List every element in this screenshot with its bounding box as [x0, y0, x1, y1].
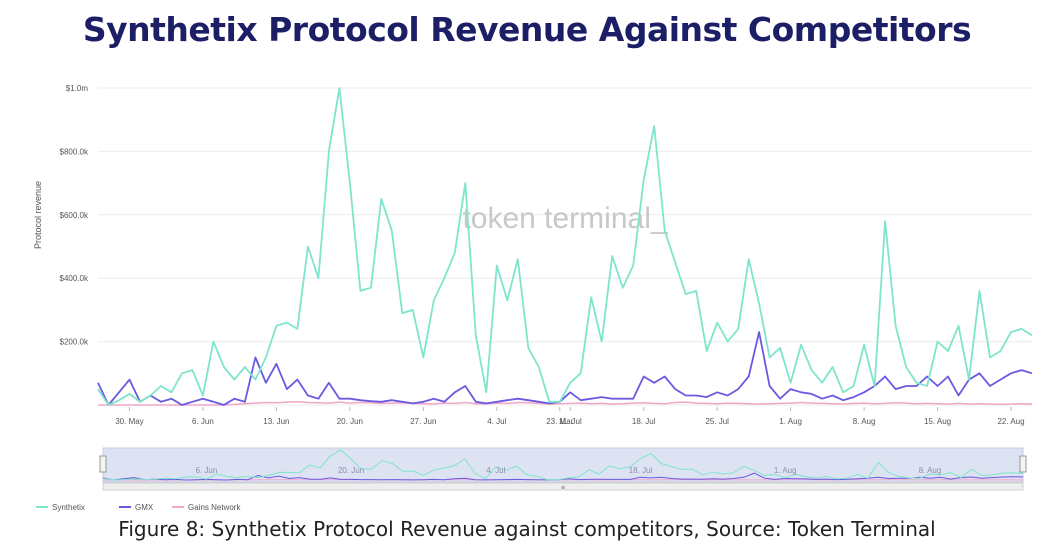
watermark: token terminal_ — [462, 202, 668, 235]
x-tick-label: 15. Aug — [924, 417, 951, 426]
x-tick-label: 13. Jun — [263, 417, 289, 426]
figure-caption: Figure 8: Synthetix Protocol Revenue aga… — [118, 517, 936, 541]
y-tick-label: $400.0k — [60, 274, 89, 283]
navigator-tick-label: 1. Aug — [774, 466, 797, 475]
range-navigator[interactable]: 6. Jun 20. Jun 4. Jul 18. Jul 1. Aug 8. Aug ≡ — [99, 447, 1027, 492]
chart-area: Protocol revenue $200.0k $400.0k $600.0k $8… — [0, 60, 1054, 520]
navigator-left-handle[interactable] — [99, 455, 107, 473]
y-tick-label: $800.0k — [60, 147, 89, 156]
navigator-right-handle[interactable] — [1019, 455, 1027, 473]
y-tick-label: $1.0m — [66, 84, 89, 93]
x-tick-label: 27. Jun — [410, 417, 436, 426]
x-tick-label: 8. Aug — [853, 417, 876, 426]
x-tick-label: 22. Aug — [997, 417, 1024, 426]
x-tick-label: 23. Mar — [546, 417, 573, 426]
x-tick-label: 11. Jul — [559, 417, 582, 426]
chart-legend: Synthetix GMX Gains Network — [36, 503, 241, 512]
legend-label: GMX — [135, 503, 154, 512]
series-line-gmx — [97, 331, 1033, 406]
y-tick-label: $200.0k — [60, 338, 89, 347]
navigator-ticks: 6. Jun 20. Jun 4. Jul 18. Jul 1. Aug 8. Aug — [195, 466, 941, 475]
chart-title: Synthetix Protocol Revenue Against Compe… — [82, 10, 972, 49]
x-tick-label: 18. Jul — [632, 417, 656, 426]
navigator-tick-label: 8. Aug — [919, 466, 942, 475]
x-tick-label: 30. May — [115, 417, 143, 426]
navigator-scroll-grip[interactable]: ≡ — [561, 485, 565, 492]
series-lines — [97, 87, 1033, 406]
series-line-synthetix — [97, 87, 1033, 406]
legend-label: Gains Network — [188, 503, 241, 512]
navigator-tick-label: 18. Jul — [629, 466, 653, 475]
x-axis-ticks: 30. May 6. Jun 13. Jun 20. Jun 27. Jun 4. Jul… — [115, 407, 1025, 426]
x-tick-label: 20. Jun — [337, 417, 363, 426]
navigator-tick-label: 20. Jun — [338, 466, 364, 475]
x-tick-label: 4. Jul — [487, 417, 506, 426]
navigator-line-synthetix — [102, 449, 1024, 481]
series-line-gains-network — [98, 401, 1033, 406]
navigator-series — [102, 449, 1024, 481]
grid-lines — [98, 87, 1032, 406]
y-axis-label: Protocol revenue — [33, 181, 43, 249]
navigator-scrollbar[interactable] — [102, 482, 1024, 491]
navigator-tick-label: 6. Jun — [195, 466, 217, 475]
x-tick-label: 1. Aug — [779, 417, 802, 426]
legend-label: Synthetix — [52, 503, 85, 512]
y-tick-label: $600.0k — [60, 211, 89, 220]
x-tick-label: 25. Jul — [705, 417, 729, 426]
x-tick-label: 6. Jun — [192, 417, 214, 426]
y-axis-ticks: $200.0k $400.0k $600.0k $800.0k $1.0m — [60, 84, 89, 347]
line-chart: Protocol revenue $200.0k $400.0k $600.0k $8… — [33, 84, 1033, 512]
navigator-tick-label: 4. Jul — [486, 466, 505, 475]
